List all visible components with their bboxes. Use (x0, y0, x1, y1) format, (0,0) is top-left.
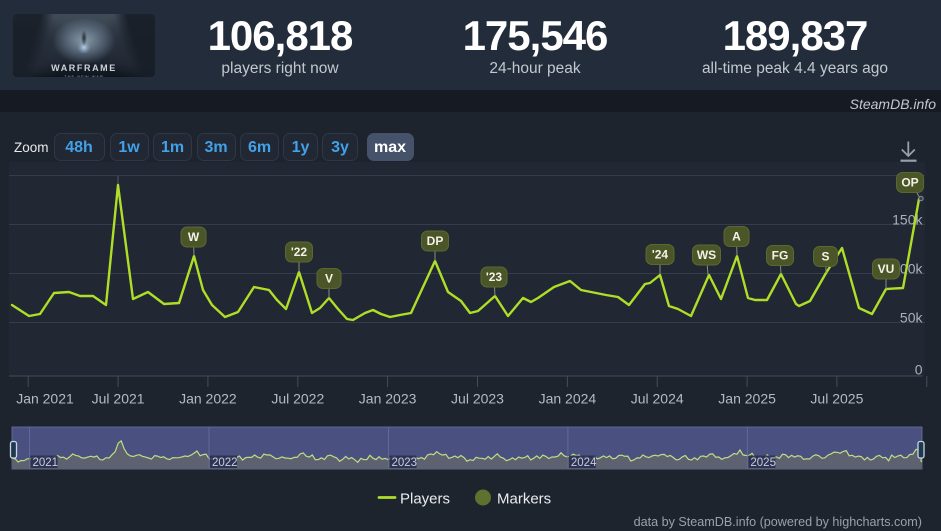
svg-text:DP: DP (427, 234, 444, 248)
svg-text:S: S (821, 250, 829, 264)
svg-text:2025: 2025 (750, 457, 776, 469)
svg-text:OP: OP (901, 176, 918, 190)
svg-text:2023: 2023 (392, 457, 418, 469)
svg-text:2024: 2024 (571, 457, 597, 469)
svg-text:2022: 2022 (212, 457, 238, 469)
svg-text:Jul 2021: Jul 2021 (92, 391, 145, 407)
svg-text:'23: '23 (486, 270, 503, 284)
svg-text:VU: VU (878, 262, 895, 276)
svg-text:data by SteamDB.info (powered: data by SteamDB.info (powered by highcha… (634, 515, 922, 529)
svg-text:Jan 2022: Jan 2022 (179, 391, 237, 407)
svg-text:Jan 2023: Jan 2023 (359, 391, 417, 407)
svg-text:Jul 2022: Jul 2022 (271, 391, 324, 407)
svg-text:'24: '24 (652, 248, 669, 262)
svg-text:0: 0 (915, 362, 923, 378)
svg-text:50k: 50k (900, 310, 924, 326)
svg-text:Jul 2023: Jul 2023 (451, 391, 504, 407)
svg-text:150k: 150k (892, 212, 923, 228)
svg-text:Players: Players (400, 491, 450, 508)
svg-text:'22: '22 (291, 245, 308, 259)
svg-text:2021: 2021 (33, 457, 59, 469)
svg-text:V: V (325, 272, 333, 286)
svg-text:Markers: Markers (497, 491, 551, 508)
svg-text:WS: WS (697, 248, 716, 262)
svg-text:Jan 2025: Jan 2025 (718, 391, 776, 407)
svg-text:Jan 2021: Jan 2021 (16, 391, 74, 407)
svg-text:FG: FG (772, 249, 789, 263)
svg-text:Jan 2024: Jan 2024 (539, 391, 597, 407)
svg-text:W: W (188, 230, 200, 244)
svg-text:A: A (732, 230, 741, 244)
svg-text:Jul 2024: Jul 2024 (631, 391, 684, 407)
svg-text:Jul 2025: Jul 2025 (810, 391, 863, 407)
